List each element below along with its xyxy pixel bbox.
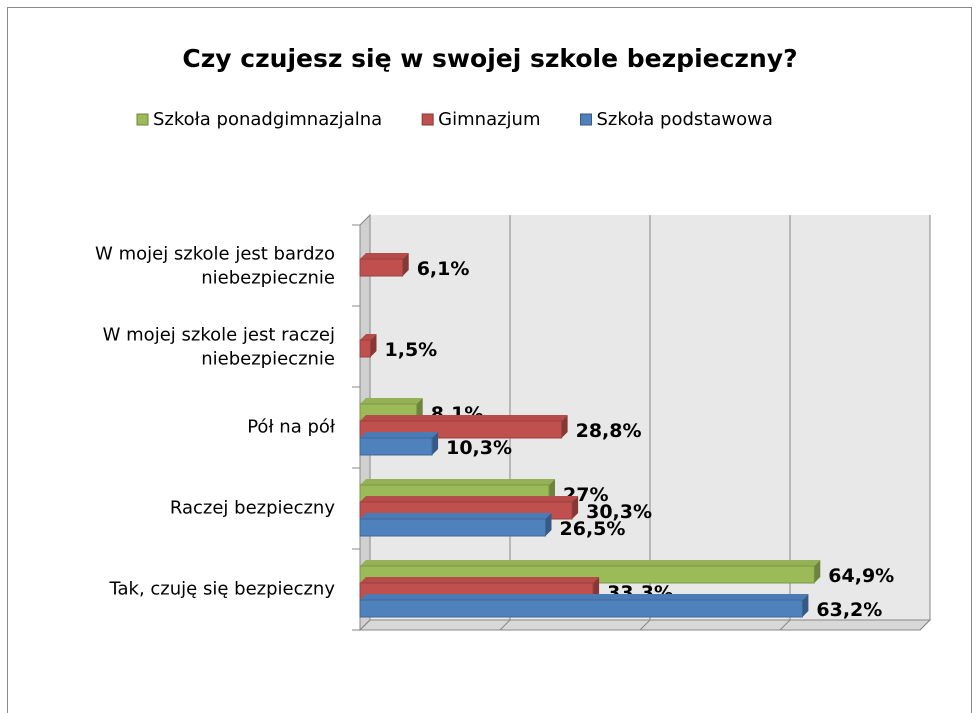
bar-top <box>360 334 377 340</box>
legend-swatch <box>136 113 149 126</box>
legend-swatch <box>421 113 434 126</box>
bar <box>359 334 377 358</box>
value-label: 63,2% <box>816 599 882 621</box>
bar-side <box>432 432 439 455</box>
bar-side <box>370 334 377 357</box>
bar-side <box>572 496 579 519</box>
bar-top <box>360 594 809 600</box>
value-label: 26,5% <box>560 518 626 540</box>
bar-side <box>545 513 552 536</box>
chart-title: Czy czujesz się w swojej szkole bezpiecz… <box>182 44 797 73</box>
label-line: niebezpiecznie <box>201 268 335 289</box>
bar-front <box>359 258 404 277</box>
bar-top <box>360 432 439 438</box>
legend-label: Gimnazjum <box>438 109 540 130</box>
y-tick-label: Raczej bezpieczny <box>170 498 335 519</box>
bar-side <box>561 415 568 438</box>
value-label: 64,9% <box>828 565 894 587</box>
bar-side <box>402 253 409 276</box>
bar <box>359 513 552 537</box>
bar-top <box>360 415 568 421</box>
bar-side <box>814 560 821 583</box>
bar-top <box>360 577 600 583</box>
bar-front <box>359 437 433 456</box>
label-line: niebezpiecznie <box>201 349 335 370</box>
y-tick-label: Pół na pół <box>247 417 336 438</box>
bar <box>359 594 809 618</box>
value-label: 28,8% <box>576 420 642 442</box>
value-label: 10,3% <box>446 437 512 459</box>
bar-top <box>360 560 821 566</box>
bar-top <box>360 398 423 404</box>
grid-line <box>639 215 651 631</box>
legend-label: Szkoła ponadgimnazjalna <box>153 109 382 130</box>
label-line: W mojej szkole jest bardzo <box>95 244 335 265</box>
y-tick-label: Tak, czuję się bezpieczny <box>109 579 336 600</box>
bar <box>359 432 439 456</box>
value-label: 6,1% <box>417 258 470 280</box>
bar <box>359 253 409 277</box>
grid-line <box>919 215 931 631</box>
legend-swatch <box>580 113 592 126</box>
bar-side <box>802 594 809 617</box>
bar-front <box>359 518 546 537</box>
bar-front <box>359 599 803 618</box>
grid-line <box>779 215 791 631</box>
y-tick-label: W mojej szkole jest raczej niebezpiecznie <box>103 325 335 370</box>
grid-line <box>499 215 511 631</box>
bar-front <box>359 339 371 358</box>
label-line: W mojej szkole jest raczej <box>103 325 335 346</box>
bar-top <box>360 496 579 502</box>
bar-top <box>360 253 409 259</box>
value-label: 1,5% <box>385 339 438 361</box>
legend-label: Szkoła podstawowa <box>597 109 773 130</box>
y-tick-label: W mojej szkole jest bardzo niebezpiecznie <box>95 244 335 289</box>
bar-top <box>360 479 555 485</box>
bar-top <box>360 513 552 519</box>
value-label: 30,3% <box>586 501 652 523</box>
